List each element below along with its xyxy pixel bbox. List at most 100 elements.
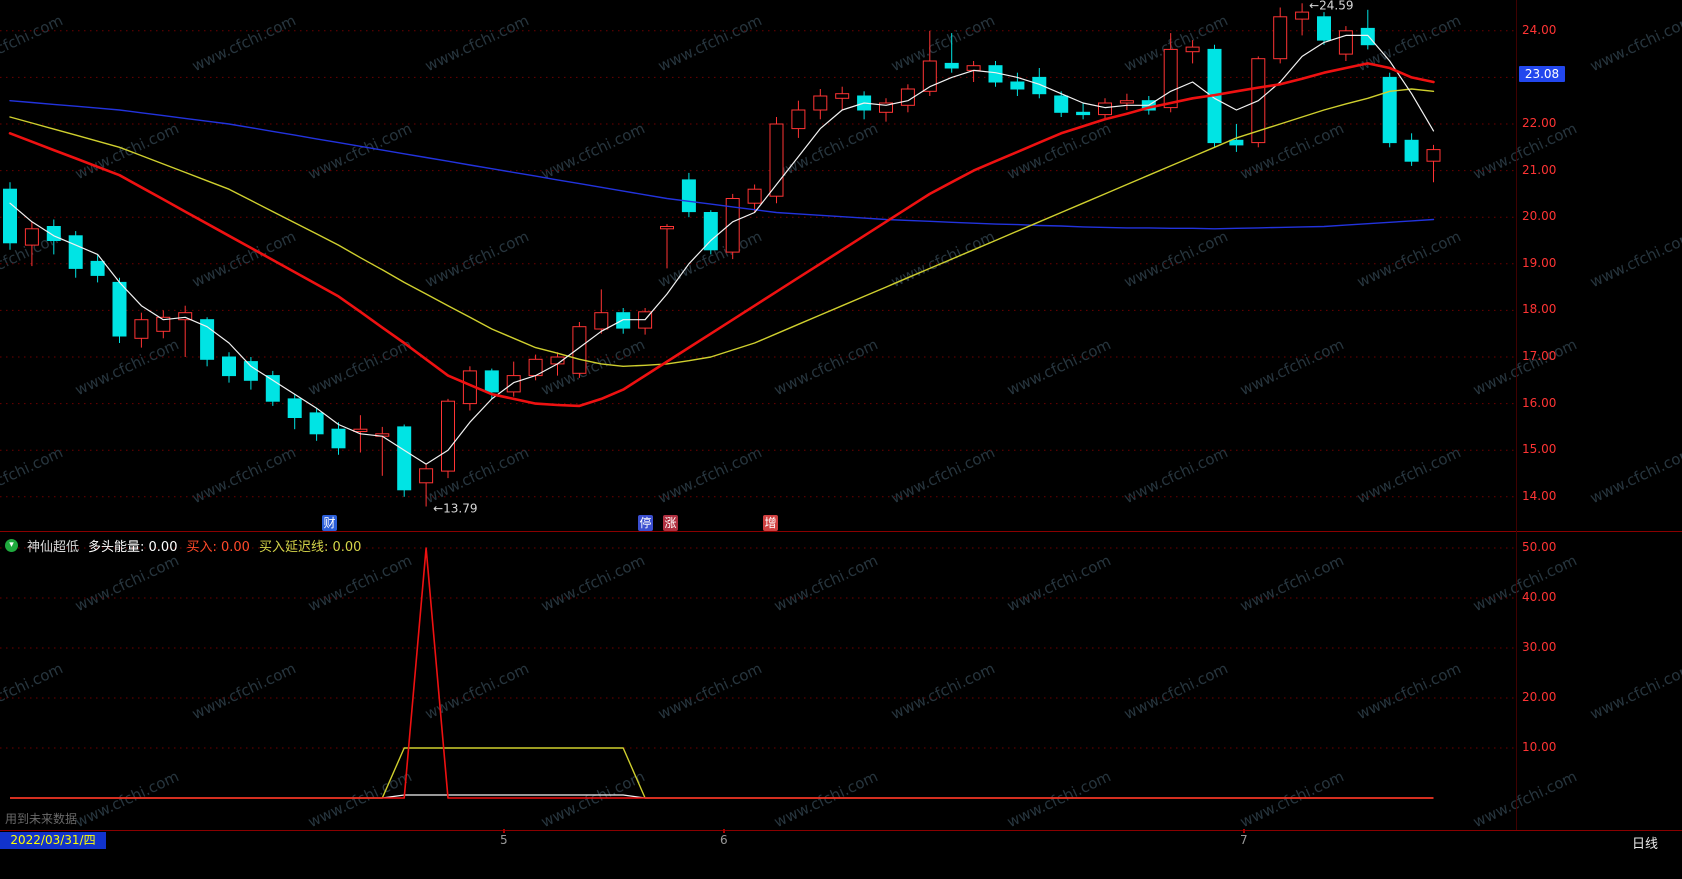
candle[interactable] (1032, 68, 1047, 99)
candle[interactable] (156, 310, 171, 339)
candle[interactable] (397, 424, 412, 497)
candle[interactable] (1185, 40, 1200, 64)
candle-body (1273, 16, 1288, 60)
candle[interactable] (243, 357, 258, 390)
candle[interactable] (24, 221, 39, 267)
event-marker[interactable]: 增 (763, 515, 778, 531)
candle[interactable] (1404, 133, 1419, 166)
candle-body (419, 468, 434, 484)
candle-body (112, 281, 127, 337)
candle[interactable] (506, 361, 521, 397)
candle[interactable] (462, 366, 477, 411)
price-tick-label: 21.00 (1522, 162, 1557, 177)
candle[interactable] (1338, 26, 1353, 61)
candle[interactable] (90, 254, 105, 283)
price-tick-label: 20.00 (1522, 209, 1557, 224)
indicator-value-label: 买入延迟线: 0.00 (258, 540, 362, 555)
candle-body (681, 179, 696, 213)
candle[interactable] (1076, 103, 1091, 120)
candle-body (879, 102, 893, 113)
month-tick-mark (1243, 829, 1245, 833)
candle[interactable] (1098, 98, 1112, 120)
candle-body (243, 361, 258, 381)
candle[interactable] (222, 352, 236, 383)
candle[interactable] (1119, 93, 1134, 110)
candle-body (594, 312, 609, 330)
candle[interactable] (835, 86, 850, 110)
candle[interactable] (1251, 56, 1266, 148)
price-tick-label: 15.00 (1522, 442, 1557, 457)
candle[interactable] (1295, 3, 1310, 36)
event-marker[interactable]: 涨 (663, 515, 678, 531)
main-chart[interactable]: ←24.59 ←13.79 (0, 0, 1516, 532)
candle-body (1317, 16, 1331, 41)
candle[interactable] (594, 289, 609, 334)
candle-body (572, 326, 587, 374)
candle[interactable] (375, 426, 390, 476)
candle[interactable] (3, 182, 17, 250)
candle[interactable] (68, 231, 83, 278)
price-tick-label: 16.00 (1522, 395, 1557, 410)
candle[interactable] (660, 224, 674, 269)
candle[interactable] (178, 305, 193, 357)
candle-body (287, 398, 302, 418)
candle-body (1404, 139, 1419, 162)
candle[interactable] (572, 322, 587, 378)
candle-body (506, 375, 521, 393)
candle-body (68, 235, 83, 269)
candle[interactable] (134, 312, 149, 348)
month-tick-mark (503, 829, 505, 833)
period-selector[interactable]: 日线 (1631, 837, 1658, 852)
candle[interactable] (1010, 72, 1025, 96)
price-axis: 23.08 24.00 22.00 21.00 20.00 19.00 18.00 17.0… (1516, 0, 1682, 830)
candle[interactable] (813, 89, 828, 120)
candle[interactable] (1273, 7, 1288, 64)
candle[interactable] (331, 422, 346, 455)
event-marker[interactable]: 停 (638, 515, 653, 531)
price-tick-label: 24.00 (1522, 22, 1557, 37)
candle[interactable] (1360, 9, 1375, 50)
candle[interactable] (287, 394, 302, 430)
candle[interactable] (681, 172, 696, 218)
statusbar-separator (0, 830, 1682, 831)
candle[interactable] (638, 308, 653, 335)
indicator-chart[interactable] (0, 533, 1516, 831)
candle-body (813, 95, 828, 111)
candle[interactable] (419, 464, 434, 507)
candle-body (156, 316, 171, 332)
candle[interactable] (1317, 12, 1331, 45)
candle[interactable] (1054, 91, 1069, 117)
date-display: 2022/03/31/四 (0, 832, 106, 849)
x-axis-month-label: 5 (500, 833, 508, 847)
candle[interactable] (944, 33, 959, 73)
candle[interactable] (309, 408, 324, 441)
candle-body (441, 400, 455, 472)
candle[interactable] (1426, 144, 1441, 183)
candle-body (616, 312, 631, 329)
candle[interactable] (747, 184, 762, 213)
candle[interactable] (769, 117, 784, 204)
candle-body (1076, 111, 1091, 116)
candle[interactable] (703, 210, 718, 255)
candle[interactable] (988, 61, 1003, 87)
candle[interactable] (1382, 72, 1397, 148)
event-marker[interactable]: 财 (322, 515, 337, 531)
candle[interactable] (922, 30, 937, 96)
candle[interactable] (725, 193, 740, 260)
candle[interactable] (857, 91, 872, 120)
candle[interactable] (616, 308, 631, 334)
candle-body (747, 188, 762, 204)
candle[interactable] (265, 370, 280, 406)
candle-body (222, 356, 236, 377)
candle-body (353, 428, 368, 433)
x-axis-month-label: 7 (1240, 833, 1248, 847)
candle[interactable] (46, 219, 61, 255)
candle[interactable] (879, 98, 893, 122)
candle[interactable] (1163, 33, 1178, 113)
indicator-collapse-icon[interactable]: ▾ (5, 539, 18, 552)
candle-body (484, 370, 499, 393)
candle[interactable] (441, 398, 455, 479)
candle[interactable] (791, 100, 806, 138)
indicator-tick-label: 10.00 (1522, 740, 1557, 754)
